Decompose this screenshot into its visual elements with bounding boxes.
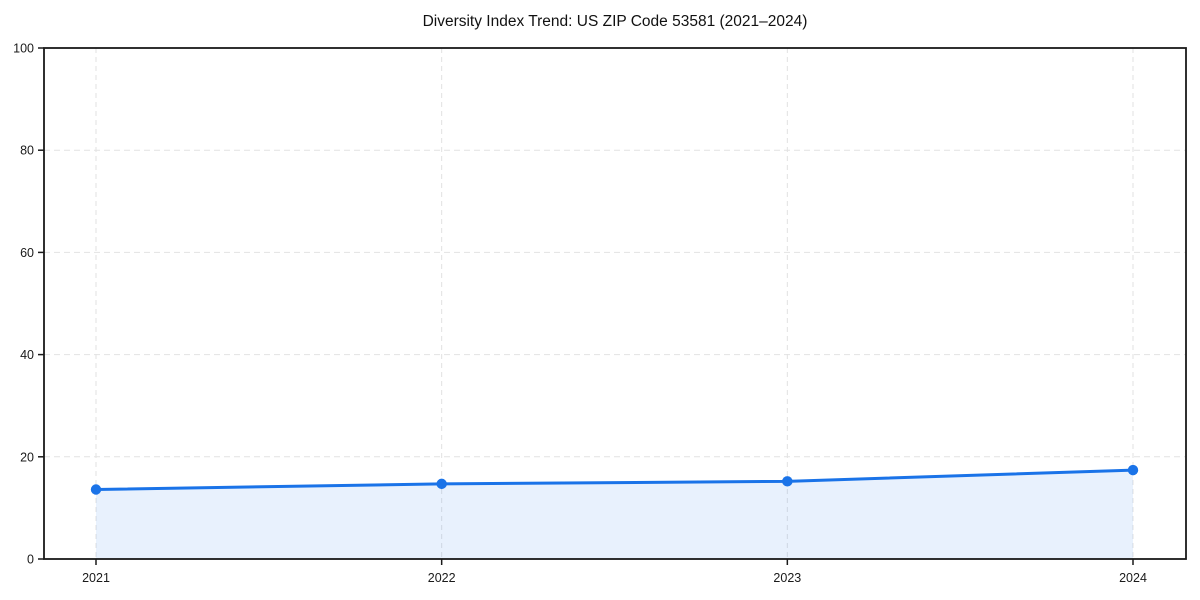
x-tick-label-2023: 2023 [773, 571, 801, 585]
x-tick-label-2022: 2022 [428, 571, 456, 585]
area-fill [96, 470, 1133, 559]
y-tick-label-100: 100 [13, 42, 34, 56]
trend-line [94, 468, 1135, 492]
x-tick-label-2024: 2024 [1119, 571, 1147, 585]
data-point-2021 [90, 484, 102, 495]
y-tick-label-0: 0 [27, 553, 34, 567]
y-tick-label-20: 20 [20, 450, 34, 464]
data-point-2022 [436, 478, 447, 490]
data-point-2023 [782, 476, 793, 487]
chart-title: Diversity Index Trend: US ZIP Code 53581… [422, 13, 808, 30]
y-tick-label-40: 40 [20, 348, 34, 362]
plot-spines [43, 47, 1187, 560]
data-point-2024 [1127, 464, 1139, 476]
y-tick-label-60: 60 [20, 246, 34, 260]
x-tick-label-2021: 2021 [82, 571, 110, 585]
y-tick-label-80: 80 [20, 144, 34, 158]
